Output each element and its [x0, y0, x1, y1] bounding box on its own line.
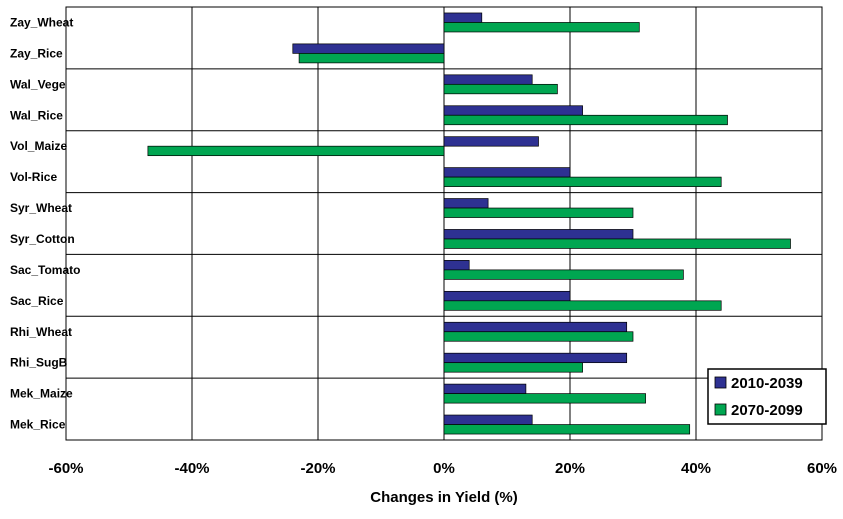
bar-2070-2099	[443, 362, 583, 373]
bar-2070-2099	[443, 176, 722, 187]
legend-swatch-2010-2039	[714, 376, 727, 389]
category-label: Rhi_Wheat	[10, 325, 72, 339]
bars-layer	[147, 12, 791, 435]
bar-2070-2099	[443, 269, 684, 280]
category-label: Vol_Maize	[10, 139, 67, 153]
category-label: Mek_Maize	[10, 387, 73, 401]
legend-label-2070-2099: 2070-2099	[731, 402, 803, 419]
bar-2070-2099	[443, 114, 728, 126]
bar-2010-2039	[443, 74, 533, 85]
grid-layer	[66, 7, 822, 440]
bar-2070-2099	[443, 207, 634, 218]
x-tick-label: -40%	[174, 460, 209, 477]
bar-2010-2039	[443, 352, 628, 364]
bar-2070-2099	[443, 331, 634, 342]
category-label: Zay_Rice	[10, 46, 63, 60]
category-label: Wal_Vege	[10, 77, 66, 91]
legend-swatch-2070-2099	[714, 403, 727, 416]
category-label: Zay_Wheat	[10, 15, 73, 29]
x-tick-labels: -60% -40% -20% 0% 20% 40% 60%	[48, 460, 837, 477]
x-tick-label: -20%	[300, 460, 335, 477]
category-label: Syr_Cotton	[10, 232, 75, 246]
bar-2070-2099	[443, 22, 640, 33]
x-tick-label: 60%	[807, 460, 837, 477]
bar-2010-2039	[443, 321, 628, 333]
bar-2070-2099	[443, 83, 558, 95]
bar-2070-2099	[147, 145, 445, 157]
x-tick-label: -60%	[48, 460, 83, 477]
legend-label-2010-2039: 2010-2039	[731, 375, 803, 392]
bar-2070-2099	[443, 300, 722, 311]
category-label: Rhi_SugB	[10, 356, 68, 370]
legend: 2010-2039 2070-2099	[707, 368, 827, 425]
bar-2010-2039	[443, 229, 634, 240]
bar-2010-2039	[443, 260, 470, 271]
bar-2010-2039	[443, 383, 527, 394]
bar-2010-2039	[443, 167, 571, 178]
category-label: Sac_Tomato	[10, 263, 80, 277]
category-label: Syr_Wheat	[10, 201, 72, 215]
bar-2070-2099	[298, 53, 445, 64]
x-axis-title: Changes in Yield (%)	[370, 489, 518, 506]
x-tick-label: 40%	[681, 460, 711, 477]
bar-2070-2099	[443, 238, 791, 249]
x-tick-label: 20%	[555, 460, 585, 477]
bar-2010-2039	[443, 414, 533, 425]
category-label: Wal_Rice	[10, 108, 63, 122]
bar-2010-2039	[443, 105, 583, 116]
bar-2010-2039	[292, 43, 445, 54]
category-labels: Zay_Wheat Zay_Rice Wal_Vege Wal_Rice Vol_Mai…	[10, 15, 80, 431]
category-label: Vol-Rice	[10, 170, 57, 184]
x-tick-label: 0%	[433, 460, 455, 477]
bar-2010-2039	[443, 12, 483, 23]
category-label: Sac_Rice	[10, 294, 64, 308]
bar-2010-2039	[443, 198, 489, 209]
bar-2010-2039	[443, 290, 571, 302]
bar-2070-2099	[443, 393, 646, 404]
legend-box	[707, 368, 827, 425]
category-label: Mek_Rice	[10, 418, 66, 432]
bar-2070-2099	[443, 424, 691, 435]
bar-2010-2039	[443, 136, 539, 147]
